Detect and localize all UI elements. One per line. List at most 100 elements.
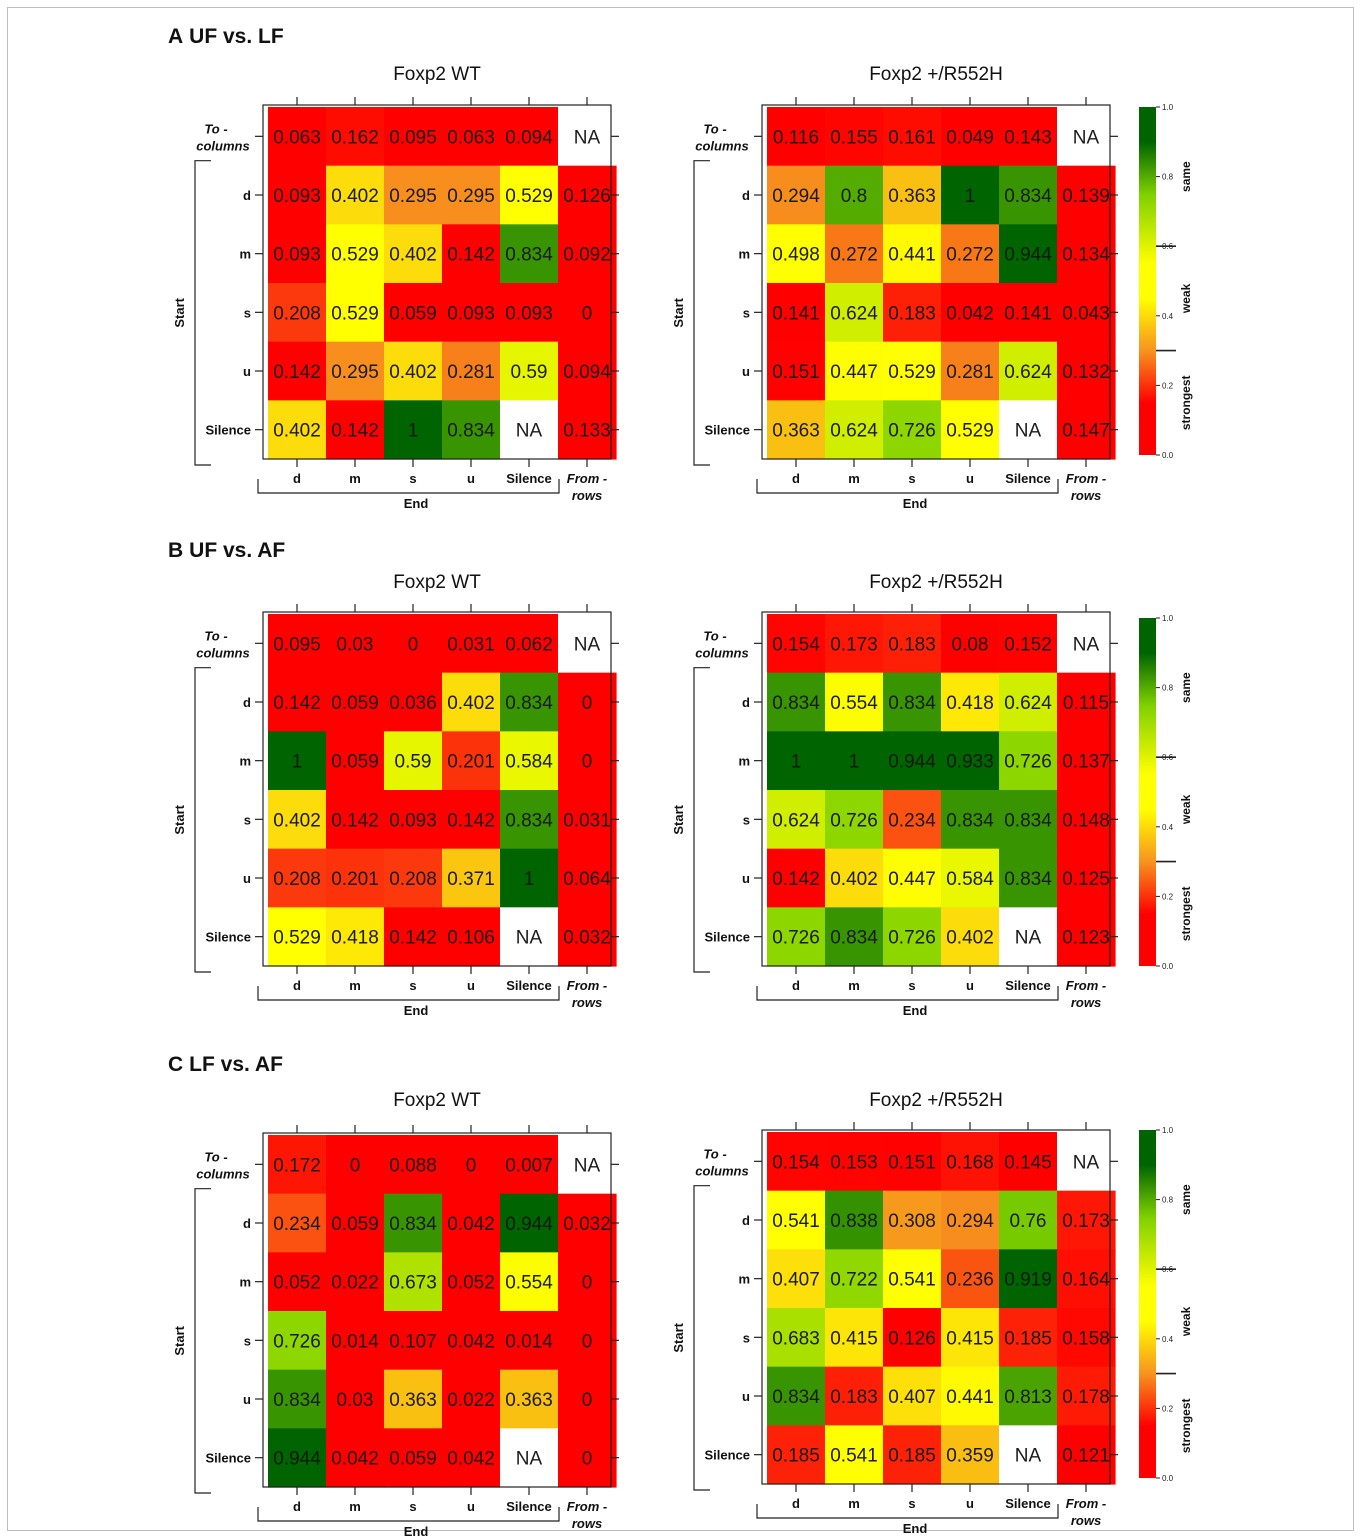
cell-value: NA [1073,634,1100,655]
cell-value: 0.624 [772,810,820,831]
cell-value: 0.76 [1010,1211,1047,1232]
row-label: m [239,1275,251,1290]
column-label: m [848,978,860,993]
heatmap-cell [767,1249,826,1309]
heatmap-cell [558,1135,617,1195]
cell-value: 0.141 [772,303,820,324]
row-label: m [738,754,750,769]
start-axis-label: Start [671,297,686,327]
heatmap-cell [999,614,1058,674]
cell-value: 0.059 [389,1449,437,1470]
heatmap-cell [500,165,559,225]
heatmap-cell [999,672,1058,732]
cell-value: 0.295 [389,186,437,207]
to-columns-label: To - [204,1149,227,1164]
cell-value: 0.407 [772,1270,820,1291]
row-label: Silence [205,423,251,438]
cell-value: 0.834 [1004,810,1052,831]
heatmap-cell [326,1252,385,1312]
cell-value: 0.094 [563,362,611,383]
heatmap-cell [825,848,884,908]
colorbar-tick-label: 0.2 [1162,381,1174,390]
axis-ticks: d m s u Silence d m s u Silence [704,1122,1118,1511]
cell-value: 0.541 [888,1270,936,1291]
cell-value: 0.415 [830,1328,878,1349]
axis-ticks: d m s u Silence d m s u Silence [205,604,619,993]
cell-value: 0.142 [447,810,495,831]
cell-value: 0.272 [946,245,994,266]
heatmap-cell [558,848,617,908]
heatmap-cell [883,1308,942,1368]
cell-value: 0.402 [830,869,878,890]
heatmap-cell [442,1428,501,1488]
colorbar-tick-label: 0.8 [1162,173,1174,182]
heatmap-cell [825,1308,884,1368]
cell-value: 0 [582,693,593,714]
cell-value: 0.447 [888,869,936,890]
heatmap-cell [442,848,501,908]
cell-value: NA [1015,421,1042,442]
heatmap-cell [941,1190,1000,1250]
cell-value: 0.123 [1062,928,1110,949]
heatmap-cell [442,1369,501,1429]
from-rows-label: From - [567,471,607,486]
column-label: s [409,978,416,993]
heatmap-title: Foxp2 +/R552H [869,572,1003,593]
from-rows-label: rows [1071,995,1101,1010]
to-columns-label: To - [703,1146,726,1161]
heatmap-cell [442,731,501,791]
heatmap-cell [500,790,559,850]
cell-value: 0.294 [772,186,820,207]
heatmap-cell [268,672,327,732]
heatmap-cell [999,341,1058,401]
heatmap-cell [384,341,443,401]
heatmap-cell [883,107,942,167]
heatmap-cell [999,1425,1058,1485]
heatmap-cell [1057,107,1116,167]
colorbar-category-label: strongest [1179,886,1193,941]
heatmap-cell [883,1425,942,1485]
heatmap-cell [825,907,884,967]
cell-value: 0.363 [772,421,820,442]
heatmap-cell [268,1193,327,1253]
end-axis-label: End [903,496,928,511]
heatmap-cell [442,341,501,401]
cell-value: NA [574,1155,601,1176]
heatmap-cell [558,1428,617,1488]
heatmap-cell [1057,341,1116,401]
cell-value: 0.371 [447,869,495,890]
heatmap-cell [558,790,617,850]
colorbar-tick-label: 0.8 [1162,1196,1174,1205]
heatmap-cell [941,848,1000,908]
colorbar-tick-label: 1.0 [1162,614,1174,623]
panel-comparison: UF vs. LF [189,25,284,48]
cell-value: 0.624 [1004,693,1052,714]
colorbar-tick-label: 0.2 [1162,892,1174,901]
heatmap-cell [500,1193,559,1253]
heatmap-cell [883,400,942,460]
heatmap-cell [825,1190,884,1250]
heatmap-cell [825,341,884,401]
cell-value: 0.584 [946,869,994,890]
cell-value: 0.726 [1004,752,1052,773]
cell-value: 0.115 [1063,693,1109,714]
column-label: u [966,471,974,486]
heatmap-cell [268,165,327,225]
heatmap-cell [500,672,559,732]
column-label: s [908,471,915,486]
cell-value: 0.042 [946,303,994,324]
heatmap-cell [500,1428,559,1488]
cell-value: NA [516,421,543,442]
row-label: u [742,364,750,379]
cell-value: 0.554 [505,1273,553,1294]
cell-value: 0.154 [772,634,820,655]
heatmap-cell [500,1369,559,1429]
cell-value: 0.624 [830,303,878,324]
cell-value: 0.415 [946,1328,994,1349]
cell-value: 0 [582,752,593,773]
cell-value: 0.683 [772,1328,820,1349]
heatmap-cell [883,672,942,732]
heatmap-b-wt: Foxp2 WT 0.095 0.03 0 0.031 0.062 NA 0.142 0.059… [172,572,619,1018]
heatmap-cell [326,731,385,791]
heatmap-cell [558,672,617,732]
